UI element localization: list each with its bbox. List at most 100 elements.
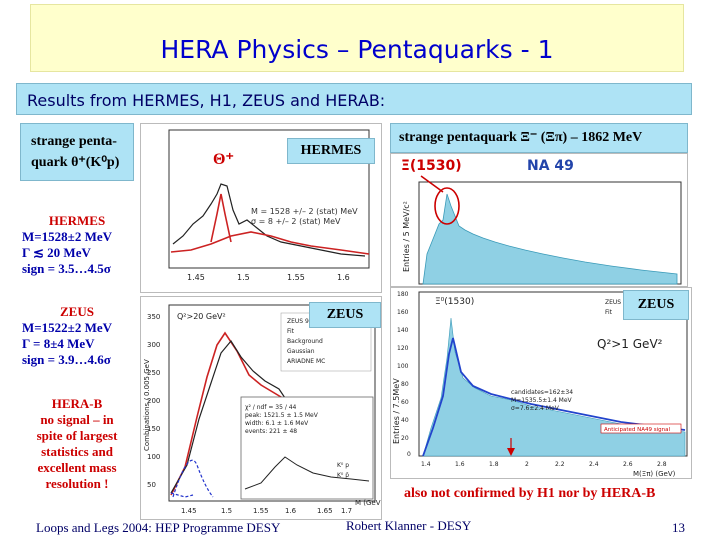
hermes-result: HERMES M=1528±2 MeV Γ ≲ 20 MeV sign = 3.… (22, 213, 132, 277)
hermes-width: Γ ≲ 20 MeV (22, 245, 91, 260)
h1-fit-1: candidates=162±34 (511, 389, 573, 396)
xi-header-text: strange pentaquark Ξ⁻ (Ξπ) – 1862 MeV (399, 130, 643, 145)
hermes-xtick-2: 1.5 (237, 273, 250, 282)
subtitle-bar: Results from HERMES, H1, ZEUS and HERAB: (16, 83, 692, 115)
h1-fit-2: M=1535.5±1.4 MeV (511, 397, 573, 404)
hermes-mass: M=1528±2 MeV (22, 229, 112, 244)
h1-ytick-4: 120 (397, 345, 409, 352)
hermes-xtick-3: 1.55 (287, 273, 305, 282)
zeus-xtick-5: 1.65 (317, 507, 333, 515)
zeus-plot-svg: Q²>20 GeV² Combinations / 0.005 GeV ZEUS… (143, 304, 384, 515)
theta-line-1: strange penta- (31, 134, 117, 149)
theta-box: strange penta- quark θ⁺(K⁰p) (20, 123, 134, 181)
zeus-x-axis-label: M (GeV) (355, 499, 381, 507)
hermes-xtick-1: 1.45 (187, 273, 205, 282)
h1-ytick-5: 100 (397, 363, 409, 370)
zeus-width: Γ = 8±4 MeV (22, 336, 95, 351)
zeus-y-axis-label: Combinations / 0.005 GeV (143, 359, 151, 451)
na49-label: NA 49 (527, 158, 574, 174)
zeus-ytick-2: 300 (147, 341, 160, 349)
zeus-significance: sign = 3.9…4.6σ (22, 352, 111, 367)
xi-header-box: strange pentaquark Ξ⁻ (Ξπ) – 1862 MeV (390, 123, 688, 153)
h1-ytick-1: 180 (397, 291, 409, 298)
h1-ytick-9: 20 (401, 435, 409, 442)
zeus-legend-4: Gaussian (287, 348, 315, 355)
h1-legend-1: ZEUS (prel (605, 299, 637, 306)
h1-xtick-3: 1.8 (489, 461, 499, 468)
zeus-plot-label: ZEUS (309, 302, 381, 328)
slide-title-box: HERA Physics – Pentaquarks - 1 (30, 4, 684, 72)
na49-plot: Ξ(1530) NA 49 Entries / 5 MeV/c² a) (390, 153, 688, 287)
h1-zeus-label: ZEUS (623, 290, 689, 320)
herab-line-4: excellent mass (37, 460, 117, 475)
footer-center: Robert Klanner - DESY (346, 518, 472, 533)
zeus-fit-stat-3: width: 6.1 ± 1.6 MeV (245, 420, 309, 427)
hermes-significance: sign = 3.5…4.5σ (22, 261, 111, 276)
zeus-xtick-6: 1.7 (341, 507, 352, 515)
h1-xtick-5: 2.2 (555, 461, 565, 468)
zeus-fit-stat-4: events: 221 ± 48 (245, 428, 297, 435)
herab-line-5: resolution ! (45, 476, 109, 491)
footer-page-number: 13 (672, 520, 685, 535)
h1-y-axis-label: Entries / 7.5MeV (392, 378, 401, 444)
herab-line-1: no signal – in (40, 412, 114, 427)
h1-ytick-6: 80 (401, 381, 409, 388)
zeus-xtick-3: 1.55 (253, 507, 269, 515)
h1-xtick-7: 2.6 (623, 461, 633, 468)
na49-plot-svg: Ξ(1530) NA 49 Entries / 5 MeV/c² a) (401, 158, 682, 285)
theta-plus-symbol: Θ⁺ (213, 151, 234, 168)
hermes-plot-label: HERMES (287, 138, 375, 164)
zeus-fit-stat-1: χ² / ndf = 35 / 44 (245, 404, 297, 411)
zeus-mass: M=1522±2 MeV (22, 320, 112, 335)
hermes-result-label: HERMES (48, 213, 106, 228)
herab-label: HERA-B (51, 396, 103, 411)
zeus-ytick-3: 250 (147, 369, 160, 377)
herab-line-2: spite of largest (36, 428, 118, 443)
zeus-result: ZEUS M=1522±2 MeV Γ = 8±4 MeV sign = 3.9… (22, 304, 132, 368)
h1-plot: Entries / 7.5MeV Ξ⁰(1530) ZEUS (prel Fit… (390, 287, 692, 479)
h1-xtick-8: 2.8 (657, 461, 667, 468)
anticipated-signal-label: Anticipated NA49 signal (604, 427, 670, 433)
h1-fit-3: σ=7.6±2.4 MeV (511, 405, 560, 412)
h1-zeus-label-text: ZEUS (637, 297, 675, 312)
zeus-xtick-2: 1.5 (221, 507, 232, 515)
zeus-inset-legend-2: K⁰ p̄ (337, 472, 349, 479)
zeus-xtick-1: 1.45 (181, 507, 197, 515)
zeus-fit-stat-2: peak: 1521.5 ± 1.5 MeV (245, 412, 319, 419)
h1-ytick-7: 60 (401, 399, 409, 406)
zeus-q2: Q²>20 GeV² (177, 312, 226, 321)
herab-line-3: statistics and (41, 444, 113, 459)
zeus-legend-3: Background (287, 338, 323, 345)
h1-legend-2: Fit (605, 309, 613, 316)
subtitle-text: Results from HERMES, H1, ZEUS and HERAB: (27, 91, 386, 110)
not-confirmed-note: also not confirmed by H1 nor by HERA-B (404, 486, 656, 501)
slide-title: HERA Physics – Pentaquarks - 1 (160, 35, 554, 64)
zeus-legend-5: ARIADNE MC (287, 358, 325, 365)
zeus-inset-legend-1: K⁰ p (337, 462, 349, 469)
h1-xtick-6: 2.4 (589, 461, 599, 468)
zeus-plot-label-text: ZEUS (326, 307, 364, 322)
zeus-result-label: ZEUS (60, 304, 94, 319)
h1-q2-label: Q²>1 GeV² (597, 337, 663, 351)
h1-xi-label: Ξ⁰(1530) (435, 297, 474, 307)
zeus-ytick-6: 100 (147, 453, 160, 461)
herab-result: HERA-B no signal – in spite of largest s… (22, 396, 132, 492)
h1-xtick-2: 1.6 (455, 461, 465, 468)
footer-left: Loops and Legs 2004: HEP Programme DESY (36, 520, 281, 535)
zeus-ytick-5: 150 (147, 425, 160, 433)
zeus-legend-1: ZEUS 96-00 (287, 318, 323, 325)
h1-ytick-10: 0 (407, 451, 411, 458)
zeus-legend-2: Fit (287, 328, 295, 335)
zeus-ytick-1: 350 (147, 313, 160, 321)
hermes-xtick-4: 1.6 (337, 273, 350, 282)
zeus-ytick-4: 200 (147, 397, 160, 405)
h1-plot-svg: Entries / 7.5MeV Ξ⁰(1530) ZEUS (prel Fit… (392, 291, 688, 478)
h1-xtick-1: 1.4 (421, 461, 431, 468)
h1-ytick-8: 40 (401, 417, 409, 424)
h1-xtick-4: 2 (525, 461, 529, 468)
zeus-plot: Q²>20 GeV² Combinations / 0.005 GeV ZEUS… (140, 296, 384, 520)
hermes-stat-1: M = 1528 +/– 2 (stat) MeV (251, 207, 358, 216)
h1-ytick-2: 160 (397, 309, 409, 316)
h1-x-axis-label: M(Ξπ) (GeV) (633, 470, 676, 478)
hermes-plot: Θ⁺ M = 1528 +/– 2 (stat) MeV σ = 8 +/– 2… (140, 123, 382, 293)
